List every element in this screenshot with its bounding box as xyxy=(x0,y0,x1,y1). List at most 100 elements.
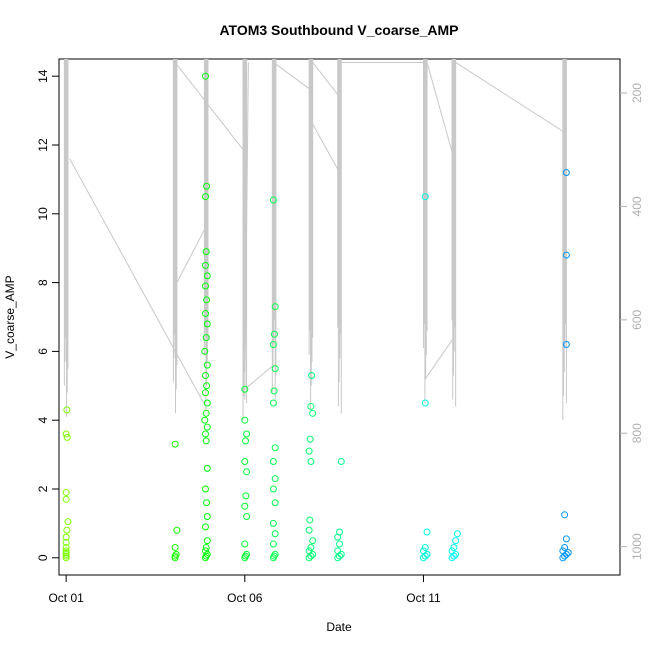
data-point xyxy=(173,526,181,534)
data-point xyxy=(423,528,431,536)
data-point xyxy=(561,511,569,519)
data-point xyxy=(269,196,277,204)
data-point xyxy=(562,251,570,259)
data-point xyxy=(448,554,456,562)
data-point xyxy=(334,554,342,562)
y-tick-label: 8 xyxy=(36,279,50,286)
data-point xyxy=(203,182,211,190)
data-point xyxy=(241,502,249,510)
data-point xyxy=(309,537,317,545)
data-point xyxy=(562,550,570,558)
overlay-diagonal-line xyxy=(69,158,205,404)
data-point xyxy=(201,347,209,355)
data-point xyxy=(271,550,279,558)
data-point xyxy=(202,547,210,555)
data-point xyxy=(243,550,251,558)
data-point xyxy=(202,334,210,342)
data-point xyxy=(337,550,345,558)
data-point xyxy=(270,330,278,338)
data-point xyxy=(202,282,210,290)
data-point xyxy=(171,543,179,551)
data-point xyxy=(171,440,179,448)
data-point xyxy=(562,341,570,349)
x-tick-label: Oct 06 xyxy=(227,591,263,605)
data-point xyxy=(242,492,250,500)
y-tick-label: 0 xyxy=(36,554,50,561)
data-point xyxy=(203,382,211,390)
data-points xyxy=(62,72,572,562)
data-point xyxy=(309,550,317,558)
data-point xyxy=(202,485,210,493)
data-point xyxy=(203,513,211,521)
data-point xyxy=(64,518,72,526)
overlay-diagonal-line xyxy=(244,62,249,400)
data-point xyxy=(270,387,278,395)
y-axis-label: V_coarse_AMP xyxy=(3,275,17,358)
data-point xyxy=(202,310,210,318)
data-point xyxy=(62,547,70,555)
data-point xyxy=(419,547,427,555)
data-point xyxy=(448,547,456,555)
data-point xyxy=(202,389,210,397)
y-tick-label: 6 xyxy=(36,348,50,355)
data-point xyxy=(62,495,70,503)
data-point xyxy=(202,409,210,417)
data-point xyxy=(203,361,211,369)
data-point xyxy=(202,523,210,531)
y-tick-label: 10 xyxy=(36,207,50,221)
overlay-diagonal-line xyxy=(455,62,564,132)
data-point xyxy=(307,402,315,410)
overlay-diagonal-line xyxy=(273,62,312,91)
data-point xyxy=(242,437,250,445)
data-point xyxy=(305,547,313,555)
data-point xyxy=(203,499,211,507)
data-point xyxy=(307,543,315,551)
data-point xyxy=(334,547,342,555)
y-tick-label: 12 xyxy=(36,138,50,152)
data-point xyxy=(421,399,429,407)
data-point xyxy=(562,535,570,543)
data-point xyxy=(452,537,460,545)
data-point xyxy=(305,526,313,534)
data-point xyxy=(421,193,429,201)
overlay-diagonal-line xyxy=(426,62,453,153)
y2-tick-label: 600 xyxy=(630,310,644,330)
data-point xyxy=(336,528,343,536)
overlay-diagonal-line xyxy=(174,227,206,287)
data-point xyxy=(202,543,210,551)
data-point xyxy=(202,248,210,256)
data-point xyxy=(243,513,251,521)
data-point xyxy=(450,543,458,551)
data-point xyxy=(62,430,70,438)
data-point xyxy=(269,485,277,493)
data-point xyxy=(309,409,317,417)
data-point xyxy=(62,538,70,546)
data-point xyxy=(306,516,314,524)
data-point xyxy=(203,399,211,407)
data-point xyxy=(63,406,71,414)
data-point xyxy=(271,499,279,507)
data-point xyxy=(202,371,210,379)
data-point xyxy=(62,543,70,551)
data-point xyxy=(561,543,569,551)
overlay-diagonal-line xyxy=(312,62,340,98)
data-point xyxy=(336,540,343,548)
y2-tick-label: 400 xyxy=(630,196,644,216)
chart-title: ATOM3 Southbound V_coarse_AMP xyxy=(219,22,458,38)
data-point xyxy=(62,488,70,496)
data-point xyxy=(242,552,250,560)
y2-tick-label: 800 xyxy=(630,423,644,443)
data-point xyxy=(241,540,249,548)
data-point xyxy=(559,547,567,555)
data-point xyxy=(421,543,429,551)
data-point xyxy=(269,540,277,548)
data-point xyxy=(202,430,210,438)
data-point xyxy=(271,444,279,452)
y-tick-label: 2 xyxy=(36,485,50,492)
data-point xyxy=(423,550,431,558)
data-point xyxy=(62,533,70,541)
x-axis: Oct 01 Oct 06 Oct 11 xyxy=(48,575,441,605)
data-point xyxy=(202,437,210,445)
y-tick-label: 4 xyxy=(36,417,50,424)
